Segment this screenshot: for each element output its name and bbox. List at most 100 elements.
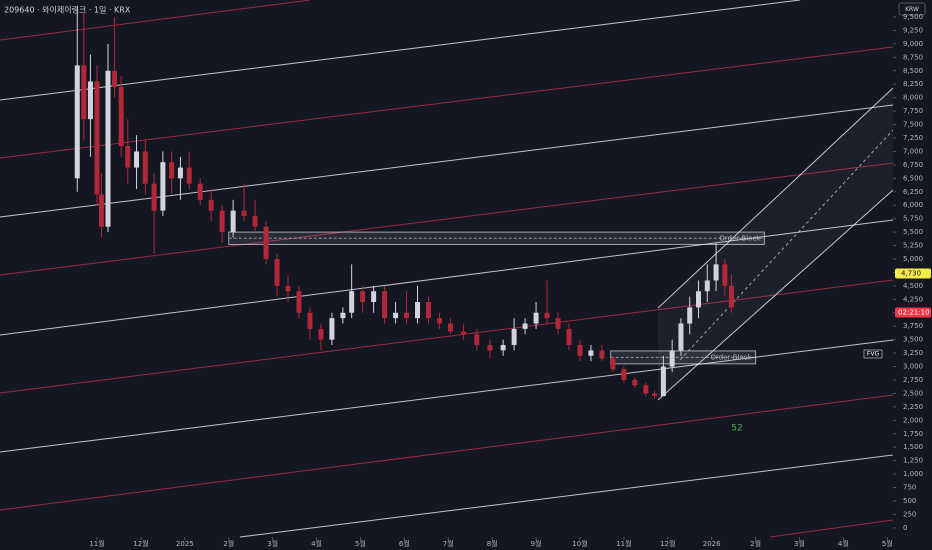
x-tick-label: 4월: [838, 539, 849, 548]
candle-body: [318, 328, 324, 340]
countdown: 02:21:10: [898, 309, 929, 317]
y-tick-label: 2,250: [903, 403, 923, 411]
y-tick-label: 2,750: [903, 376, 923, 384]
candle-body: [599, 350, 605, 359]
x-tick-label: 9월: [531, 539, 542, 548]
candle-body: [447, 323, 453, 332]
y-tick-label: 6,500: [903, 174, 923, 182]
y-tick-label: 7,000: [903, 147, 923, 155]
y-tick-label: 6,000: [903, 201, 923, 209]
candle-body: [382, 291, 388, 319]
candle-body: [241, 210, 247, 216]
y-tick-label: 8,250: [903, 80, 923, 88]
countdown-box: [895, 307, 931, 318]
candle-body: [678, 323, 684, 351]
y-tick-label: 2,500: [903, 389, 923, 397]
candle-body: [660, 366, 666, 397]
y-tick-label: 7,750: [903, 107, 923, 115]
candle-body: [197, 183, 203, 200]
candle-body: [669, 350, 675, 367]
candle-body: [98, 194, 104, 227]
x-tick-label: 5월: [882, 539, 893, 548]
x-tick-label: 11월: [616, 539, 631, 548]
candle-body: [160, 162, 166, 211]
trend-lines: [0, 0, 894, 538]
candle-body: [511, 328, 517, 346]
candle-body: [142, 151, 148, 184]
candle-body: [393, 312, 399, 319]
candle-body: [415, 302, 421, 319]
currency-box: [898, 2, 926, 16]
candle-body: [728, 285, 734, 308]
candle-body: [404, 312, 410, 319]
candle-body: [105, 70, 111, 227]
x-tick-label: 3월: [267, 539, 278, 548]
candle-body: [219, 210, 225, 233]
candle-body: [252, 215, 258, 227]
y-tick-label: 5,000: [903, 255, 923, 263]
candle-body: [177, 167, 183, 179]
y-tick-label: 1,000: [903, 470, 923, 478]
candle-body: [652, 393, 658, 397]
candle-body: [696, 291, 702, 308]
candle-body: [436, 318, 442, 324]
y-tick-label: 5,500: [903, 228, 923, 236]
candle-body: [274, 258, 280, 286]
candle-body: [425, 302, 431, 319]
y-tick-label: 9,000: [903, 40, 923, 48]
last-price-box: [895, 268, 931, 279]
candle-body: [621, 369, 627, 380]
y-tick-label: 6,250: [903, 188, 923, 196]
y-tick-label: 9,250: [903, 26, 923, 34]
y-tick-label: 250: [903, 510, 916, 518]
x-tick-label: 12월: [660, 539, 675, 548]
y-tick-label: 0: [903, 524, 907, 532]
y-tick-label: 3,750: [903, 322, 923, 330]
y-tick-label: 4,500: [903, 282, 923, 290]
x-tick-label: 4월: [311, 539, 322, 548]
rising-channel: [657, 87, 894, 401]
candle-body: [522, 323, 528, 329]
x-tick-label: 12월: [133, 539, 148, 548]
y-tick-label: 5,250: [903, 242, 923, 250]
y-tick-label: 2,000: [903, 416, 923, 424]
y-tick-label: 500: [903, 497, 916, 505]
fvg-box: [863, 349, 883, 359]
candle-body: [487, 345, 493, 351]
candle-body: [263, 226, 269, 259]
y-tick-label: 3,500: [903, 336, 923, 344]
y-tick-label: 6,750: [903, 161, 923, 169]
candle-body: [87, 81, 93, 120]
zone-label: Order Block: [719, 234, 761, 242]
x-tick-label: 11월: [89, 539, 104, 548]
y-tick-label: 8,750: [903, 53, 923, 61]
candle-body: [713, 264, 719, 281]
x-tick-label: 2026: [703, 540, 721, 548]
candle-body: [307, 312, 313, 329]
x-tick-label: 2월: [750, 539, 761, 548]
candle-body: [722, 264, 728, 286]
candle-body: [285, 285, 291, 292]
candle-body: [704, 280, 710, 292]
candle-body: [687, 307, 693, 324]
candle-body: [125, 146, 131, 168]
count-label: 52: [731, 424, 742, 434]
x-tick-label: 5월: [355, 539, 366, 548]
candle-body: [474, 334, 480, 346]
candle-body: [329, 318, 335, 340]
x-tick-label: 6월: [399, 539, 410, 548]
x-tick-label: 7월: [443, 539, 454, 548]
candle-body: [588, 350, 594, 356]
candle-body: [349, 291, 355, 313]
candle-body: [340, 312, 346, 319]
y-tick-label: 8,500: [903, 67, 923, 75]
y-tick-label: 8,000: [903, 94, 923, 102]
y-tick-label: 9,500: [903, 13, 923, 21]
candle-body: [371, 291, 377, 303]
x-tick-label: 3월: [794, 539, 805, 548]
x-tick-label: 10월: [572, 539, 587, 548]
candle-body: [610, 358, 616, 370]
candle-body: [544, 312, 550, 319]
candle-body: [81, 65, 87, 120]
